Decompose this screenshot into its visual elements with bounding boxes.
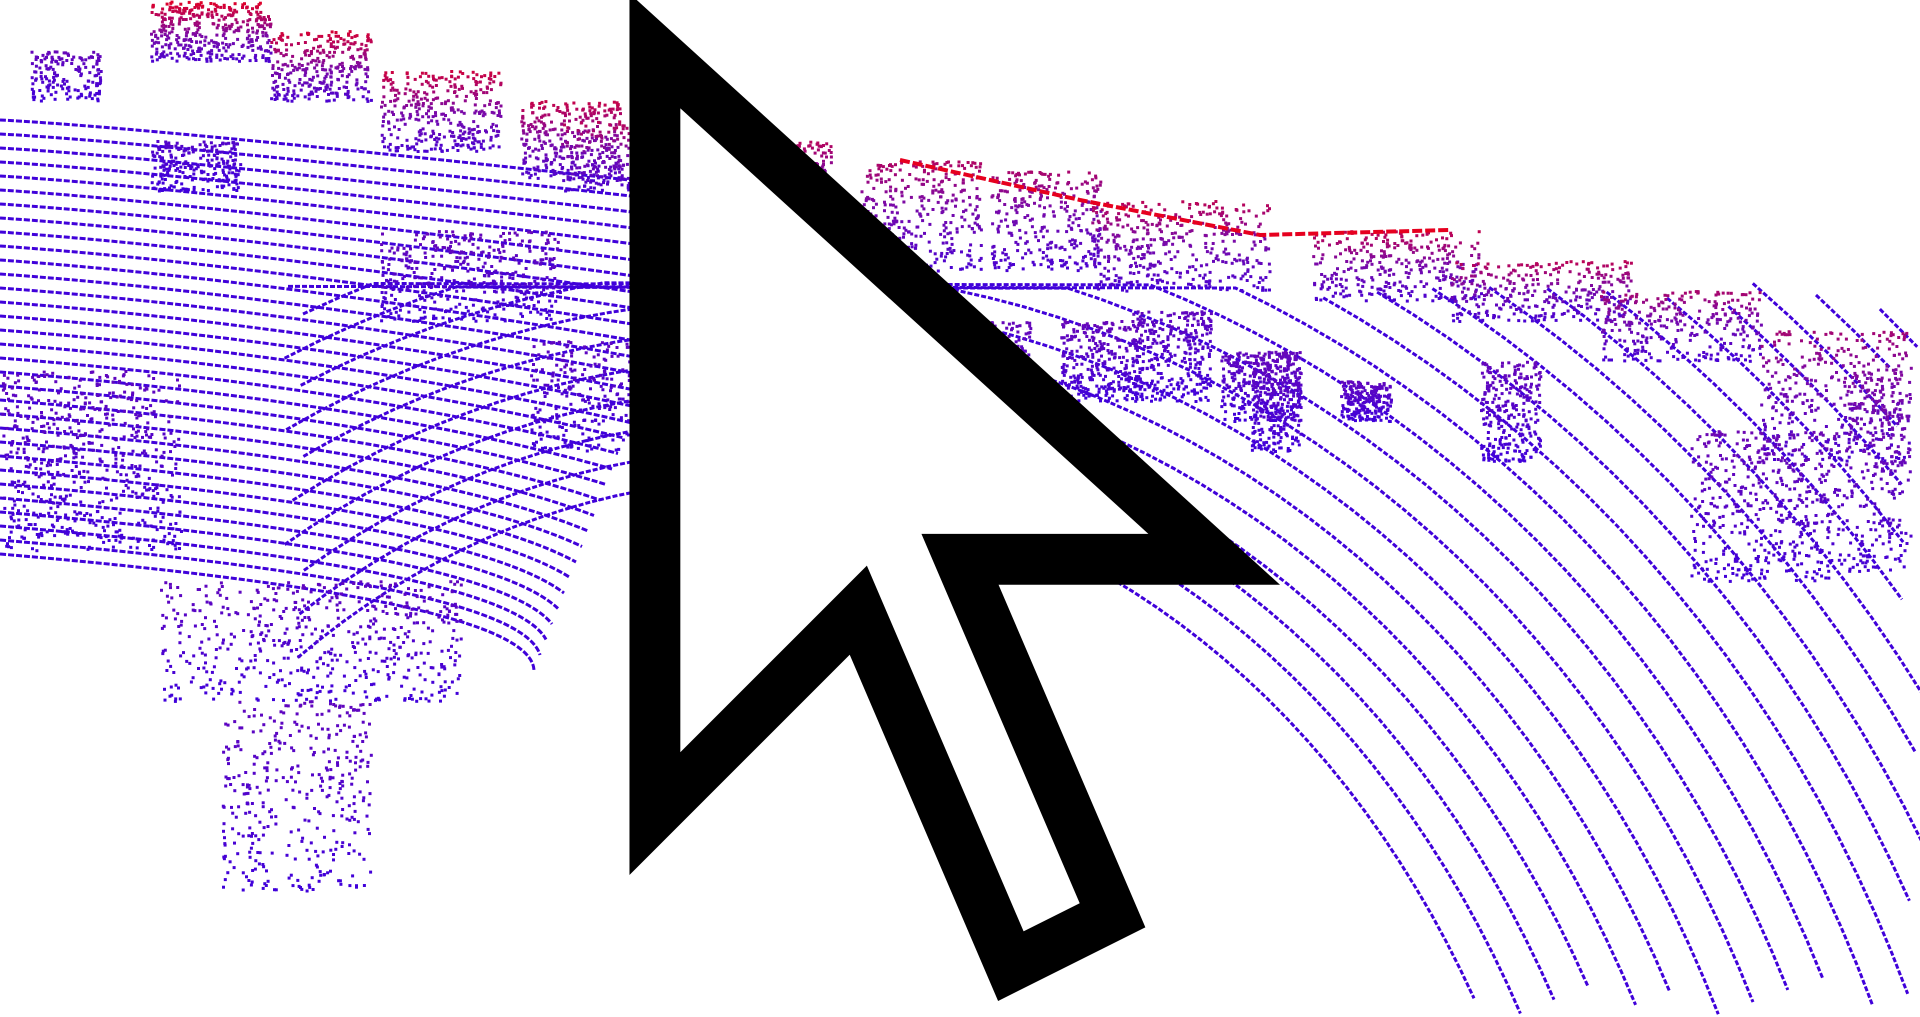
ground-scan-rings [283, 281, 1920, 1015]
scan-ring [1322, 296, 1910, 995]
scan-ring [1814, 293, 1892, 369]
object-cluster [1060, 320, 1143, 403]
scan-line [0, 356, 619, 455]
scan-ring [1751, 282, 1899, 428]
scan-line [0, 412, 595, 517]
scan-line [0, 202, 685, 285]
object-cluster [1091, 200, 1272, 293]
scan-ring [296, 478, 1476, 999]
object-cluster [700, 140, 833, 223]
scan-line [0, 160, 703, 238]
scan-ring [287, 284, 1874, 1006]
scan-line [0, 230, 673, 316]
object-cluster [1340, 380, 1393, 423]
scan-line [0, 286, 649, 378]
scan-ring [283, 285, 1790, 991]
scan-line [0, 440, 583, 548]
scan-line [0, 300, 643, 393]
scan-line [0, 510, 554, 625]
scan-ring [1546, 287, 1920, 693]
object-cluster [1, 370, 183, 553]
scan-line [0, 426, 589, 533]
object-cluster [380, 230, 562, 323]
object-cluster [380, 70, 503, 153]
scan-ring [1431, 287, 1920, 842]
scan-line [0, 454, 577, 564]
scan-line [0, 552, 536, 671]
roofline [899, 158, 1451, 238]
scan-line [0, 258, 661, 347]
object-cluster [1312, 230, 1483, 303]
scan-line [0, 384, 607, 486]
scan-ring [1878, 308, 1919, 348]
scan-ring [283, 388, 1590, 987]
scan-line [0, 538, 542, 656]
object-cluster [860, 160, 983, 273]
scan-ring [303, 418, 1556, 1001]
scan-line [0, 188, 691, 269]
object-cluster [1840, 370, 1913, 573]
object-cluster [1760, 330, 1913, 463]
scan-line [0, 314, 637, 409]
scan-line [0, 482, 565, 595]
object-cluster [221, 700, 373, 893]
scan-line [0, 328, 631, 424]
scan-ring [298, 448, 1522, 1015]
object-cluster [270, 30, 373, 103]
object-cluster [1450, 260, 1633, 323]
object-cluster [150, 140, 243, 193]
scan-ring [291, 358, 1637, 1006]
scan-line [0, 398, 601, 502]
object-cluster [160, 580, 463, 703]
object-cluster [1690, 430, 1842, 583]
scan-ring [1605, 290, 1904, 601]
object-cluster [150, 0, 273, 63]
object-cluster [520, 100, 622, 183]
object-cluster [960, 320, 1033, 413]
object-cluster [1480, 360, 1543, 463]
scan-ring [1488, 286, 1917, 753]
object-cluster [1130, 310, 1213, 403]
scan-line [0, 244, 667, 331]
scan-line [0, 370, 613, 471]
scan-line [0, 468, 571, 579]
scan-line [0, 174, 697, 254]
scan-ring [302, 281, 1824, 979]
object-cluster [760, 390, 863, 483]
scan-ring [302, 328, 1672, 993]
left-ground-scan-lines [0, 118, 721, 671]
object-cluster [1600, 290, 1763, 363]
scan-line [0, 342, 625, 440]
scan-line [0, 216, 679, 300]
scan-ring [1727, 305, 1903, 486]
scan-line [0, 118, 721, 192]
scan-line [0, 146, 709, 223]
scan-line [0, 496, 560, 610]
object-cluster [30, 50, 103, 103]
